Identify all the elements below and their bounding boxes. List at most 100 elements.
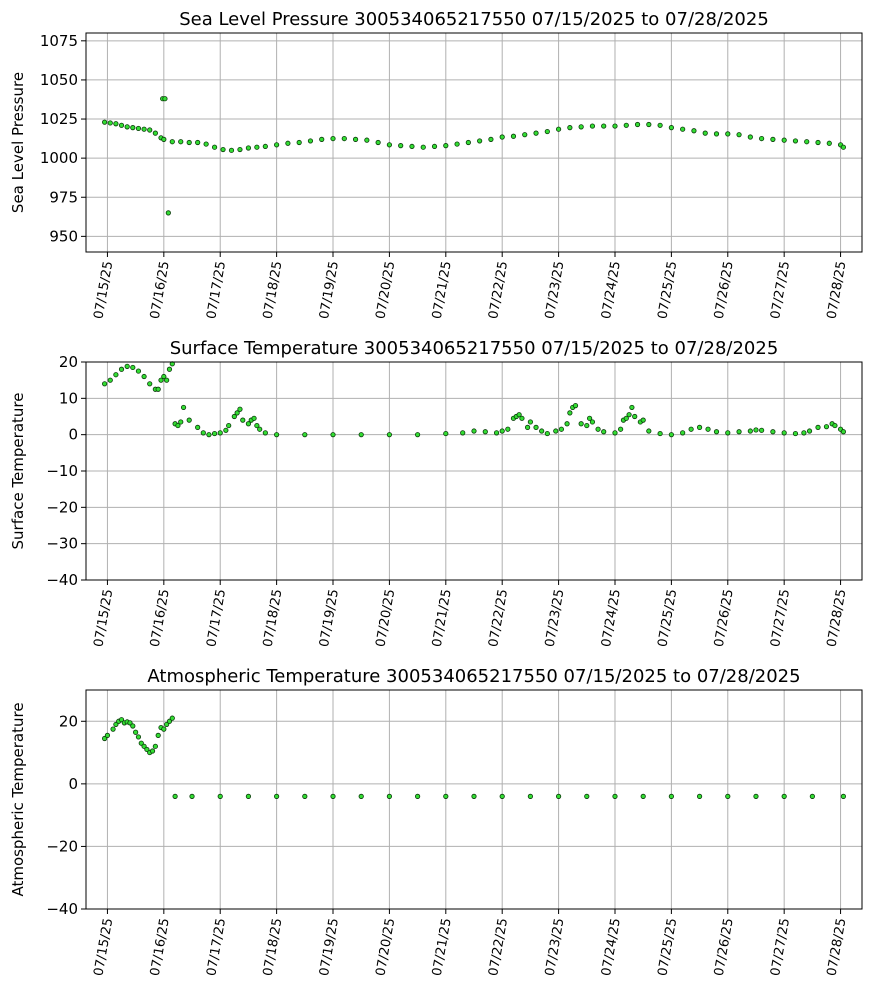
data-point	[657, 430, 663, 437]
data-point	[124, 124, 130, 130]
data-point	[166, 718, 173, 724]
x-tick-label: 07/21/25	[430, 588, 455, 648]
x-tick-label: 07/18/25	[261, 917, 286, 977]
data-point	[118, 366, 125, 372]
data-point	[330, 135, 336, 142]
x-tick-label: 07/24/25	[599, 260, 624, 320]
data-point	[499, 134, 505, 140]
data-point	[364, 137, 370, 143]
axes-frame	[85, 689, 863, 910]
data-point	[178, 139, 184, 145]
data-point	[431, 143, 438, 150]
x-tick-label: 07/18/25	[261, 588, 286, 648]
data-point	[713, 429, 720, 435]
data-point	[792, 430, 799, 437]
data-point	[228, 147, 235, 153]
data-point	[477, 138, 483, 144]
data-point	[124, 363, 130, 369]
data-point	[668, 793, 674, 799]
data-point	[319, 136, 325, 142]
x-tick-label: 07/22/25	[486, 917, 511, 977]
data-point	[254, 144, 260, 150]
data-point	[169, 715, 175, 721]
data-point	[231, 413, 237, 420]
data-point	[141, 126, 147, 132]
scatter-series	[102, 715, 846, 799]
x-tick-label: 07/27/25	[768, 917, 793, 977]
data-point	[499, 793, 505, 799]
data-point	[801, 430, 807, 436]
data-point	[141, 373, 147, 380]
data-point	[152, 743, 158, 749]
data-point	[211, 430, 218, 437]
x-tick-label: 07/23/25	[543, 917, 568, 977]
x-tick-label: 07/27/25	[768, 260, 793, 320]
data-point	[178, 419, 184, 425]
data-point	[516, 412, 522, 418]
data-point	[806, 428, 813, 434]
data-point	[465, 139, 471, 146]
data-point	[130, 364, 136, 371]
data-point	[113, 372, 119, 378]
scatter-series	[102, 96, 846, 216]
data-point	[544, 430, 550, 437]
data-point	[558, 426, 565, 432]
data-point	[175, 422, 181, 429]
data-point	[223, 427, 229, 433]
data-point	[460, 430, 466, 436]
data-point	[815, 424, 821, 430]
data-point	[567, 410, 573, 416]
data-point	[601, 429, 607, 435]
data-point	[553, 428, 559, 434]
data-point	[274, 432, 280, 438]
data-point	[826, 140, 832, 146]
data-point	[696, 424, 703, 430]
x-tick-label: 07/21/25	[430, 917, 455, 977]
x-tick-label: 07/28/25	[825, 260, 850, 320]
data-point	[595, 426, 601, 432]
data-point	[747, 428, 753, 434]
data-point	[251, 415, 257, 421]
axes-frame	[85, 32, 863, 253]
y-tick-label: 20	[59, 353, 78, 371]
data-point	[725, 793, 731, 799]
data-point	[623, 122, 629, 128]
x-tick-label: 07/16/25	[148, 260, 173, 320]
data-point	[274, 142, 280, 148]
data-point	[522, 132, 528, 138]
data-point	[130, 125, 136, 131]
data-point	[415, 432, 421, 438]
data-point	[482, 429, 488, 435]
x-tick-label: 07/15/25	[91, 588, 116, 648]
x-tick-label: 07/28/25	[825, 917, 850, 977]
data-point	[584, 422, 590, 429]
data-point	[612, 123, 618, 129]
data-point	[770, 429, 776, 435]
data-point	[240, 417, 246, 423]
x-tick-label: 07/25/25	[655, 588, 680, 648]
data-point	[832, 422, 838, 429]
data-point	[409, 143, 415, 150]
data-point	[657, 122, 663, 128]
y-tick-label: −30	[46, 535, 78, 553]
x-tick-label: 07/22/25	[486, 588, 511, 648]
data-point	[147, 381, 153, 387]
y-tick-label: −20	[46, 498, 78, 516]
data-point	[237, 146, 243, 153]
data-point	[164, 377, 170, 383]
x-tick-label: 07/24/25	[599, 588, 624, 648]
data-point	[533, 130, 539, 136]
data-point	[296, 139, 302, 146]
y-tick-label: −40	[46, 900, 78, 918]
data-point	[753, 793, 759, 799]
data-point	[804, 139, 810, 145]
data-point	[564, 421, 570, 427]
chart-title: Atmospheric Temperature 300534065217550 …	[147, 666, 800, 687]
data-point	[759, 427, 765, 433]
data-point	[544, 128, 550, 135]
x-tick-label: 07/20/25	[373, 260, 398, 320]
x-tick-label: 07/15/25	[91, 260, 116, 320]
data-point	[443, 143, 449, 149]
data-point	[217, 793, 223, 799]
